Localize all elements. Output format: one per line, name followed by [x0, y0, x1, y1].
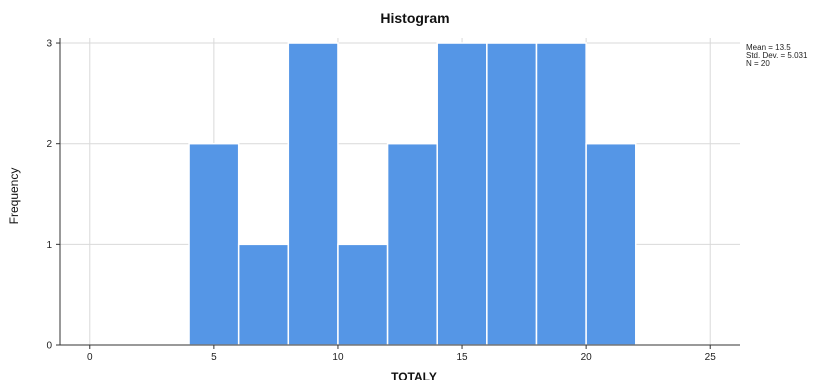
axes: [56, 38, 740, 349]
x-tick-label: 15: [456, 352, 468, 363]
x-tick-label: 5: [211, 352, 217, 363]
stats-line: Mean = 13.5: [746, 43, 791, 52]
tick-labels: 0 5 10 15 20 25 0 1 2 3: [46, 39, 716, 363]
stats-line: Std. Dev. = 5.031: [746, 51, 808, 60]
histogram-bar: [535, 42, 587, 346]
histogram-bar: [188, 142, 240, 346]
y-tick-label: 0: [46, 341, 52, 352]
histogram-bars: [188, 42, 637, 346]
y-tick-label: 3: [46, 39, 52, 50]
x-tick-label: 10: [332, 352, 344, 363]
histogram-bar: [337, 243, 389, 346]
chart-title: Histogram: [380, 10, 449, 26]
histogram-bar: [436, 42, 488, 346]
y-axis-title: Frequency: [7, 168, 21, 225]
histogram-bar: [237, 243, 290, 346]
histogram-bar: [486, 42, 538, 346]
histogram-bar: [386, 142, 438, 346]
x-tick-label: 25: [705, 352, 717, 363]
x-axis-title: TOTALY: [391, 370, 437, 380]
histogram-bar: [585, 142, 637, 346]
stats-line: N = 20: [746, 59, 770, 68]
x-tick-label: 20: [581, 352, 593, 363]
histogram-bar: [287, 42, 339, 346]
y-tick-label: 2: [46, 139, 52, 150]
x-tick-label: 0: [87, 352, 93, 363]
y-tick-label: 1: [46, 240, 52, 251]
